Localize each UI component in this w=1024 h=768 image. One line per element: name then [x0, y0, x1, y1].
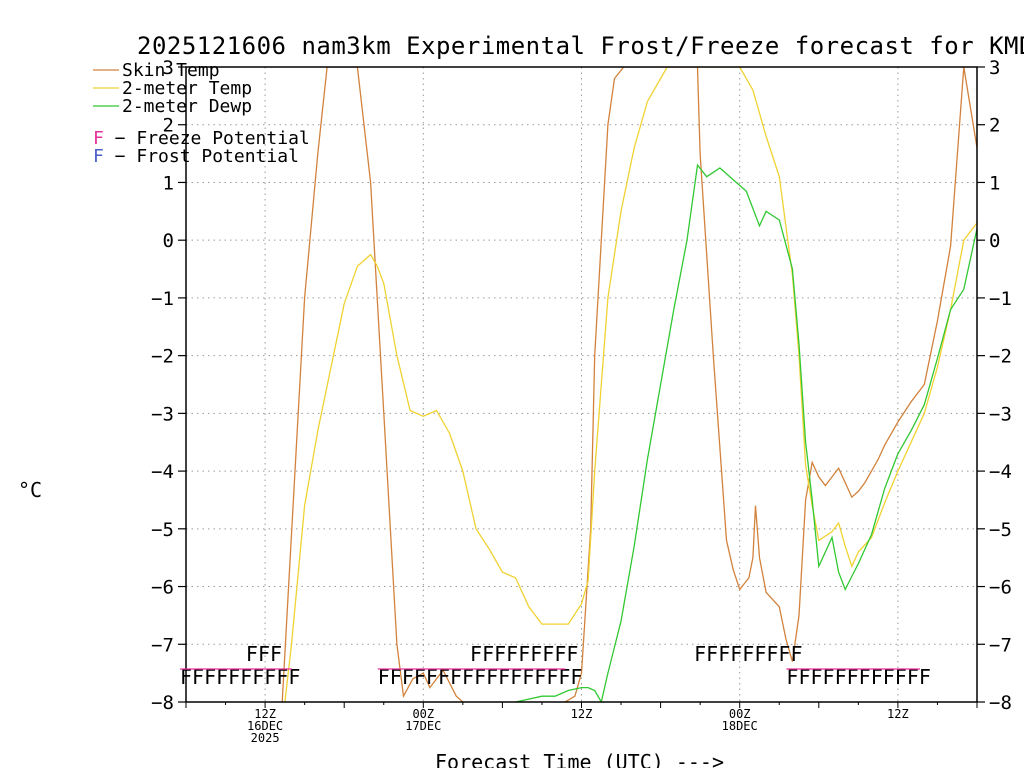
y-tick-label-left: 3 [163, 57, 174, 79]
x-tick-label: 12Z [887, 707, 909, 721]
x-tick-label: 12Z [254, 707, 276, 721]
y-tick-label-right: 2 [989, 115, 1000, 137]
legend-label: 2-meter Dewp [122, 96, 252, 117]
y-tick-label-right: −5 [989, 519, 1012, 541]
y-tick-label-right: −6 [989, 577, 1012, 599]
legend-potential-entry: F − Freeze Potential [93, 128, 310, 149]
legend-potential-letter: F [93, 146, 104, 167]
y-tick-label-left: −8 [151, 692, 174, 714]
series-line-2-meter-temp [284, 67, 977, 702]
y-tick-label-right: −3 [989, 403, 1012, 425]
legend-potential-entry: F − Frost Potential [93, 146, 299, 167]
frost-potential-run: FFFFFFFFF [694, 642, 802, 666]
y-axis-right-labels: −8 −7 −6 −5 −4 −3 −2 −1 0 1 2 3 [989, 57, 1012, 714]
x-tick-label: 2025 [251, 731, 280, 745]
x-tick-label: 12Z [571, 707, 593, 721]
y-tick-label-left: −1 [151, 288, 174, 310]
y-tick-label-left: −6 [151, 577, 174, 599]
y-tick-label-left: 2 [163, 115, 174, 137]
legend-potential-letter: F [93, 128, 104, 149]
y-tick-label-left: 0 [163, 230, 174, 252]
series-line-2-meter-dewp [515, 163, 977, 702]
series-layer [281, 67, 977, 702]
y-tick-label-left: 1 [163, 172, 174, 194]
x-axis-title: Forecast Time (UTC) ---> [435, 750, 724, 768]
y-tick-label-right: −1 [989, 288, 1012, 310]
y-tick-label-left: −3 [151, 403, 174, 425]
legend-potential-label: − Frost Potential [104, 146, 299, 167]
frost-potential-run: FFF [246, 642, 282, 666]
legend-label: Skin Temp [122, 60, 220, 81]
y-tick-label-right: −2 [989, 346, 1012, 368]
x-tick-label: 17DEC [405, 719, 441, 733]
y-tick-label-right: −8 [989, 692, 1012, 714]
series-line-skin-temp [281, 67, 977, 702]
y-tick-label-left: −7 [151, 634, 174, 656]
frost-potential-run: FFFFFFFFF [470, 642, 578, 666]
y-tick-label-left: −5 [151, 519, 174, 541]
tick-marks [178, 66, 985, 708]
x-tick-label: 16DEC [247, 719, 283, 733]
y-tick-label-right: 0 [989, 230, 1000, 252]
legend-label: 2-meter Temp [122, 78, 252, 99]
chart-title: 2025121606 nam3km Experimental Frost/Fre… [137, 32, 1024, 60]
y-tick-label-right: −4 [989, 461, 1012, 483]
y-tick-label-left: −4 [151, 461, 174, 483]
grid-lines [186, 67, 977, 702]
y-axis-left-labels: −8 −7 −6 −5 −4 −3 −2 −1 0 1 2 3 [151, 57, 174, 714]
x-tick-label: 00Z [412, 707, 434, 721]
x-tick-label: 18DEC [722, 719, 758, 733]
y-axis-unit-label: °C [18, 478, 42, 502]
y-tick-label-right: −7 [989, 634, 1012, 656]
legend-potential-label: − Freeze Potential [104, 128, 310, 149]
y-tick-label-right: 3 [989, 57, 1000, 79]
y-tick-label-left: −2 [151, 346, 174, 368]
x-tick-label: 00Z [729, 707, 751, 721]
y-tick-label-right: 1 [989, 172, 1000, 194]
